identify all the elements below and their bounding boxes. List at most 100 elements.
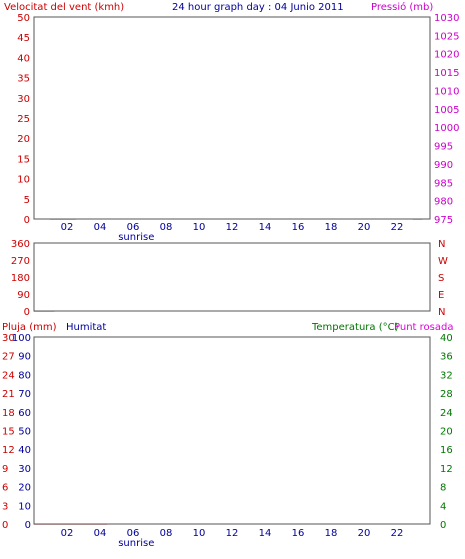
- wind-tick-label: 50: [17, 13, 30, 24]
- wind-tick-label: 45: [17, 33, 30, 44]
- hour-tick-label: 18: [325, 528, 338, 539]
- rain-tick-label: 9: [2, 464, 8, 475]
- hour-tick-label: 22: [391, 222, 404, 233]
- direction-tick-label: 0: [24, 307, 30, 318]
- rain-tick-label: 30: [2, 333, 15, 344]
- humidity-tick-label: 90: [18, 352, 31, 363]
- rain-tick-label: 18: [2, 408, 15, 419]
- wind-tick-label: 20: [17, 134, 30, 145]
- wind-tick-label: 40: [17, 53, 30, 64]
- compass-label: N: [438, 307, 445, 318]
- temperature-tick-label: 36: [440, 352, 453, 363]
- wind-axis-title: Velocitat del vent (kmh): [4, 2, 124, 13]
- pressure-tick-label: 995: [434, 142, 453, 153]
- pressure-tick-label: 975: [434, 215, 453, 226]
- hour-tick-label: 06: [127, 528, 140, 539]
- wind-tick-label: 0: [24, 215, 30, 226]
- pressure-tick-label: 1020: [434, 50, 459, 61]
- humidity-tick-label: 20: [18, 483, 31, 494]
- compass-label: W: [438, 256, 448, 267]
- compass-label: S: [438, 273, 444, 284]
- humidity-tick-label: 80: [18, 370, 31, 381]
- rain-tick-label: 21: [2, 389, 15, 400]
- hour-tick-label: 04: [94, 528, 107, 539]
- wind-tick-label: 25: [17, 114, 30, 125]
- pressure-tick-label: 985: [434, 178, 453, 189]
- compass-label: E: [438, 290, 444, 301]
- panel-frame-3: [33, 336, 431, 525]
- humidity-tick-label: 10: [18, 501, 31, 512]
- sunrise-label: sunrise: [118, 538, 154, 549]
- temperature-tick-label: 28: [440, 389, 453, 400]
- pressure-tick-label: 1015: [434, 68, 459, 79]
- temperature-tick-label: 40: [440, 333, 453, 344]
- temperature-tick-label: 32: [440, 370, 453, 381]
- hour-tick-label: 16: [292, 528, 305, 539]
- temperature-tick-label: 12: [440, 464, 453, 475]
- hour-tick-label: 10: [193, 528, 206, 539]
- pressure-axis-title: Pressió (mb): [371, 1, 433, 13]
- rain-tick-label: 3: [2, 501, 8, 512]
- humidity-tick-label: 70: [18, 389, 31, 400]
- wind-tick-label: 30: [17, 94, 30, 105]
- compass-label: N: [438, 239, 445, 250]
- temperature-tick-label: 8: [440, 483, 446, 494]
- graph-title: 24 hour graph day : 04 Junio 2011: [172, 2, 344, 13]
- panel-frame-2: [33, 242, 431, 312]
- hour-tick-label: 20: [358, 222, 371, 233]
- hour-tick-label: 02: [61, 528, 74, 539]
- humidity-axis-title: Humitat: [66, 322, 106, 333]
- hour-tick-label: 16: [292, 222, 305, 233]
- rain-tick-label: 0: [2, 520, 8, 531]
- hour-tick-label: 14: [259, 222, 272, 233]
- humidity-tick-label: 60: [18, 408, 31, 419]
- hour-tick-label: 20: [358, 528, 371, 539]
- hour-tick-label: 12: [226, 222, 239, 233]
- hour-tick-label: 10: [193, 222, 206, 233]
- pressure-tick-label: 1030: [434, 13, 459, 24]
- hour-tick-label: 08: [160, 528, 173, 539]
- temperature-axis-title: Temperatura (°C): [311, 322, 399, 333]
- sunrise-label: sunrise: [118, 232, 154, 243]
- hour-tick-label: 12: [226, 528, 239, 539]
- pressure-tick-label: 1000: [434, 123, 459, 134]
- temperature-tick-label: 24: [440, 408, 453, 419]
- temperature-tick-label: 4: [440, 501, 446, 512]
- wind-tick-label: 15: [17, 154, 30, 165]
- wind-tick-label: 35: [17, 74, 30, 85]
- panel-frame-1: [33, 16, 431, 220]
- pressure-tick-label: 1005: [434, 105, 459, 116]
- wind-tick-label: 10: [17, 175, 30, 186]
- hour-tick-label: 22: [391, 528, 404, 539]
- rain-tick-label: 27: [2, 352, 15, 363]
- temperature-tick-label: 16: [440, 445, 453, 456]
- hour-tick-label: 08: [160, 222, 173, 233]
- humidity-tick-label: 30: [18, 464, 31, 475]
- humidity-tick-label: 0: [25, 520, 31, 531]
- temperature-tick-label: 0: [440, 520, 446, 531]
- pressure-tick-label: 980: [434, 197, 453, 208]
- humidity-tick-label: 50: [18, 427, 31, 438]
- rain-tick-label: 24: [2, 370, 15, 381]
- direction-tick-label: 90: [17, 290, 30, 301]
- pressure-tick-label: 1025: [434, 31, 459, 42]
- rain-axis-title: Pluja (mm): [2, 322, 57, 333]
- hour-tick-label: 06: [127, 222, 140, 233]
- rain-tick-label: 6: [2, 483, 8, 494]
- temperature-tick-label: 20: [440, 427, 453, 438]
- humidity-tick-label: 40: [18, 445, 31, 456]
- pressure-tick-label: 990: [434, 160, 453, 171]
- humidity-tick-label: 100: [12, 333, 31, 344]
- direction-tick-label: 180: [11, 273, 30, 284]
- wind-tick-label: 5: [24, 195, 30, 206]
- rain-tick-label: 15: [2, 427, 15, 438]
- hour-tick-label: 02: [61, 222, 74, 233]
- direction-tick-label: 360: [11, 239, 30, 250]
- direction-tick-label: 270: [11, 256, 30, 267]
- dewpoint-axis-title: Punt rosada: [394, 322, 453, 333]
- hour-tick-label: 14: [259, 528, 272, 539]
- rain-tick-label: 12: [2, 445, 15, 456]
- hour-tick-label: 04: [94, 222, 107, 233]
- pressure-tick-label: 1010: [434, 86, 459, 97]
